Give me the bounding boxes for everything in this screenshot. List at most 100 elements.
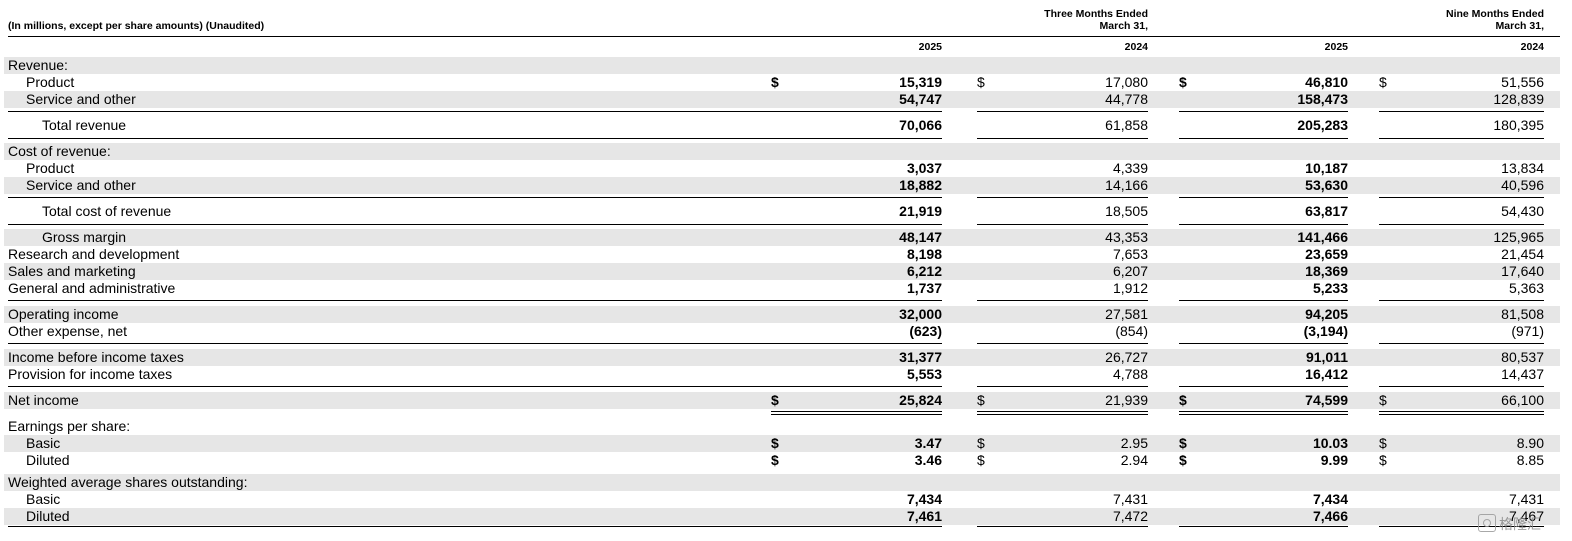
table-row: Service and other 18,882 14,166 53,630 40,59…	[0, 177, 1572, 194]
table-rule	[8, 138, 771, 139]
currency-sign: $	[1179, 435, 1187, 451]
row-label: Revenue:	[8, 57, 68, 73]
table-rule	[1379, 343, 1544, 344]
currency-sign: $	[1379, 392, 1387, 408]
nine-months-title: Nine Months Ended	[1446, 8, 1544, 20]
double-rule	[977, 414, 1148, 415]
row-label: Earnings per share:	[8, 418, 131, 434]
table-rule	[1379, 300, 1544, 301]
row-value: 51,556	[1501, 74, 1544, 90]
row-value: 27,581	[1105, 306, 1148, 322]
table-rule	[977, 343, 1148, 344]
row-value: 3,037	[906, 160, 942, 176]
row-band	[4, 229, 1560, 246]
row-value: 21,919	[899, 203, 942, 219]
currency-sign: $	[1379, 74, 1387, 90]
row-band	[4, 91, 1560, 108]
row-value: 8.85	[1516, 452, 1544, 468]
row-value: 5,233	[1312, 280, 1348, 296]
row-value: 3.47	[914, 435, 942, 451]
table-rule	[977, 386, 1148, 387]
table-rule	[8, 526, 771, 527]
row-band	[4, 474, 1560, 491]
table-rule	[977, 138, 1148, 139]
table-rule	[1179, 138, 1348, 139]
table-rule	[1179, 343, 1348, 344]
row-value: 4,339	[1112, 160, 1148, 176]
row-value: 10.03	[1312, 435, 1348, 451]
currency-sign: $	[977, 74, 985, 90]
table-rule	[8, 343, 771, 344]
table-row: Total revenue 70,066 61,858 205,283 180,395	[0, 117, 1572, 134]
table-rule	[977, 300, 1148, 301]
row-value: 10,187	[1305, 160, 1348, 176]
table-rule	[1179, 224, 1348, 225]
row-band	[4, 177, 1560, 194]
row-value: 18,505	[1105, 203, 1148, 219]
row-label: Gross margin	[42, 229, 127, 245]
row-value: (623)	[909, 323, 942, 339]
row-value: 81,508	[1501, 306, 1544, 322]
row-label: General and administrative	[8, 280, 176, 296]
table-rule	[1379, 526, 1544, 527]
table-row: General and administrative 1,737 1,912 5,23…	[0, 280, 1572, 297]
three-months-header: Three Months Ended March 31,	[960, 8, 1148, 32]
double-rule	[771, 414, 942, 415]
row-value: 31,377	[899, 349, 942, 365]
table-row: Total cost of revenue 21,919 18,505 63,817 5…	[0, 203, 1572, 220]
table-rule	[771, 386, 942, 387]
currency-sign: $	[1179, 452, 1187, 468]
row-label: Total cost of revenue	[42, 203, 172, 219]
currency-sign: $	[1179, 74, 1187, 90]
currency-sign: $	[977, 392, 985, 408]
table-row: Operating income 32,000 27,581 94,205 81,508	[0, 306, 1572, 323]
row-value: 17,080	[1105, 74, 1148, 90]
table-rule	[8, 197, 771, 198]
table-rule	[1379, 386, 1544, 387]
table-row: Sales and marketing 6,212 6,207 18,369 17,64…	[0, 263, 1572, 280]
row-band	[4, 57, 1560, 74]
row-value: 18,369	[1305, 263, 1348, 279]
row-band	[4, 392, 1560, 409]
table-rule	[977, 111, 1148, 112]
table-rule	[1179, 526, 1348, 527]
year-header-4: 2024	[1520, 41, 1544, 53]
row-value: 128,839	[1493, 91, 1544, 107]
row-value: 54,747	[899, 91, 942, 107]
table-row: Basic 7,434 7,431 7,434 7,431	[0, 491, 1572, 508]
table-row: Provision for income taxes 5,553 4,788 16,4…	[0, 366, 1572, 383]
row-label: Cost of revenue:	[8, 143, 111, 159]
row-band	[4, 349, 1560, 366]
row-value: 61,858	[1105, 117, 1148, 133]
row-value: 1,737	[906, 280, 942, 296]
row-value: 7,461	[906, 508, 942, 524]
table-rule	[771, 300, 942, 301]
row-band	[4, 306, 1560, 323]
table-rule	[771, 197, 942, 198]
row-value: 205,283	[1297, 117, 1348, 133]
row-label: Total revenue	[42, 117, 127, 133]
row-value: 48,147	[899, 229, 942, 245]
table-rule	[1179, 300, 1348, 301]
row-band	[4, 143, 1560, 160]
row-band	[4, 435, 1560, 452]
table-rule	[771, 111, 942, 112]
double-rule	[771, 411, 942, 412]
row-value: 7,472	[1112, 508, 1148, 524]
table-row: Diluted 3.46 $2.94 $9.99 $8.85 $	[0, 452, 1572, 469]
three-months-title: Three Months Ended	[1044, 8, 1148, 20]
table-row: Diluted 7,461 7,472 7,466 7,467	[0, 508, 1572, 525]
year-header-3: 2025	[1324, 41, 1348, 53]
currency-sign: $	[1179, 392, 1187, 408]
row-value: 14,166	[1105, 177, 1148, 193]
table-rule	[1179, 197, 1348, 198]
row-value: 2.95	[1120, 435, 1148, 451]
row-value: 180,395	[1493, 117, 1544, 133]
row-value: 7,431	[1112, 491, 1148, 507]
row-value: 40,596	[1501, 177, 1544, 193]
table-rule	[1379, 224, 1544, 225]
row-label: Basic	[26, 435, 61, 451]
row-label: Research and development	[8, 246, 180, 262]
double-rule	[1379, 414, 1544, 415]
row-label: Basic	[26, 491, 61, 507]
